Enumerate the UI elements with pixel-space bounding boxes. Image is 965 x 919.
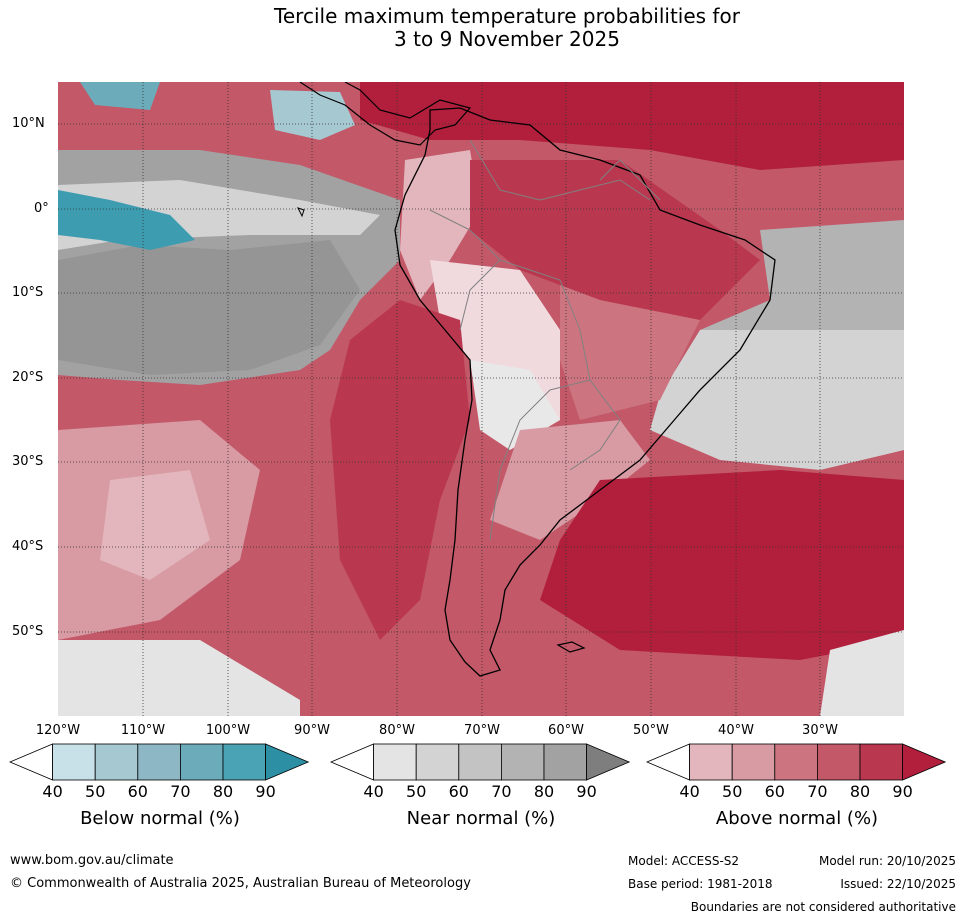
central-america-coastline — [299, 82, 472, 146]
colorbar-segment — [179, 743, 224, 781]
colorbar-above-normal — [645, 743, 947, 781]
colorbar-tick-label: 90 — [892, 782, 913, 801]
lon-label: 40°W — [718, 723, 754, 738]
issued-text: Issued: 22/10/2025 — [840, 877, 956, 891]
colorbar-tick-label: 90 — [576, 782, 597, 801]
colorbar-near-normal — [329, 743, 631, 781]
title-line-2: 3 to 9 November 2025 — [394, 27, 620, 51]
field-above-90-amazon — [470, 160, 760, 320]
colorbar-segment — [94, 743, 139, 781]
lon-label: 110°W — [120, 723, 166, 738]
colorbar-tick-label: 80 — [212, 782, 234, 801]
model-text: Model: ACCESS-S2 — [628, 854, 740, 868]
colorbar-tick-label: 60 — [127, 782, 148, 801]
colorbar-tick-label: 70 — [807, 782, 828, 801]
lon-label: 80°W — [379, 723, 415, 738]
lat-label: 10°N — [12, 116, 45, 131]
field-above-90-north — [360, 82, 904, 170]
colorbar-tick-label: 50 — [406, 782, 427, 801]
colorbar-tick-label: 70 — [491, 782, 512, 801]
field-above-50-andes — [400, 150, 480, 300]
lon-label: 120°W — [35, 723, 81, 738]
graticule — [58, 82, 904, 716]
field-below-50-caribbean — [270, 90, 355, 140]
field-near-normal-southeast — [820, 630, 904, 716]
colorbar-tick-label: 60 — [448, 782, 469, 801]
map-fields — [58, 82, 904, 716]
lat-label: 40°S — [12, 539, 44, 554]
copyright-text: © Commonwealth of Australia 2025, Austra… — [10, 876, 471, 891]
lon-label: 50°W — [633, 723, 669, 738]
colorbar-tick-label: 50 — [722, 782, 743, 801]
colorbar-segment — [137, 743, 181, 781]
field-above-90-chile-coast — [330, 300, 470, 640]
field-below-80-pacific — [58, 190, 195, 250]
colorbar-tick-label: 90 — [255, 782, 276, 801]
model-run-text: Model run: 20/10/2025 — [818, 854, 956, 868]
colorbar-segment — [543, 743, 587, 781]
galapagos-islands — [297, 207, 305, 218]
legend-title-below-normal: Below normal (%) — [80, 808, 240, 829]
lon-label: 70°W — [464, 723, 500, 738]
chart-title: Tercile maximum temperature probabilitie… — [0, 5, 965, 51]
colorbar-tick-label: 80 — [533, 782, 555, 801]
probability-map — [58, 82, 904, 716]
colorbar-segment — [222, 743, 266, 781]
field-near-normal-atlantic-light — [650, 330, 904, 470]
south-america-coastline — [394, 107, 776, 677]
colorbar-segment — [689, 743, 733, 781]
lon-label: 30°W — [802, 723, 838, 738]
field-near-normal-pacific-light — [58, 240, 360, 375]
colorbar-segment — [859, 743, 903, 781]
lat-label: 30°S — [12, 454, 44, 469]
country-borders — [429, 139, 661, 541]
colorbar-tick-label: 70 — [170, 782, 191, 801]
colorbar-segment — [8, 743, 53, 781]
disclaimer-text: Boundaries are not considered authoritat… — [690, 900, 956, 914]
lon-label: 100°W — [205, 723, 251, 738]
colorbar-below-normal — [8, 743, 310, 781]
field-near-50-central — [470, 360, 560, 450]
field-above-40-southpacific — [100, 470, 210, 580]
lon-label: 90°W — [294, 723, 330, 738]
field-near-normal-southwest — [58, 640, 300, 716]
field-above-90-southatlantic — [540, 470, 904, 660]
colorbar-segment — [902, 743, 947, 781]
field-above-50-laplata — [490, 420, 650, 540]
base-period-text: Base period: 1981-2018 — [628, 877, 773, 891]
legend-title-near-normal: Near normal (%) — [406, 808, 556, 829]
colorbar-tick-label: 50 — [85, 782, 106, 801]
colorbar-segment — [373, 743, 417, 781]
colorbar-segment — [500, 743, 545, 781]
colorbar-segment — [645, 743, 690, 781]
colorbar-segment — [586, 743, 631, 781]
colorbar-segment — [817, 743, 861, 781]
colorbar-segment — [731, 743, 776, 781]
lon-label: 60°W — [548, 723, 584, 738]
lat-label: 20°S — [12, 370, 44, 385]
colorbar-segment — [458, 743, 502, 781]
legend-colorbars — [8, 743, 947, 781]
colorbar-tick-label: 60 — [764, 782, 785, 801]
colorbar-tick-label: 40 — [42, 782, 63, 801]
website-link[interactable]: www.bom.gov.au/climate — [10, 853, 174, 868]
colorbar-segment — [415, 743, 460, 781]
colorbar-segment — [52, 743, 96, 781]
colorbar-segment — [329, 743, 374, 781]
falkland-islands — [556, 641, 586, 653]
lat-label: 50°S — [12, 624, 44, 639]
legend-title-above-normal: Above normal (%) — [715, 808, 879, 829]
lat-label: 0° — [34, 201, 49, 216]
colorbar-tick-label: 80 — [849, 782, 871, 801]
field-below-70-topleft — [80, 82, 160, 110]
colorbar-tick-label: 40 — [679, 782, 700, 801]
colorbar-segment — [774, 743, 818, 781]
lat-label: 10°S — [12, 285, 44, 300]
colorbar-segment — [265, 743, 310, 781]
title-line-1: Tercile maximum temperature probabilitie… — [274, 4, 740, 28]
colorbar-tick-label: 40 — [363, 782, 384, 801]
